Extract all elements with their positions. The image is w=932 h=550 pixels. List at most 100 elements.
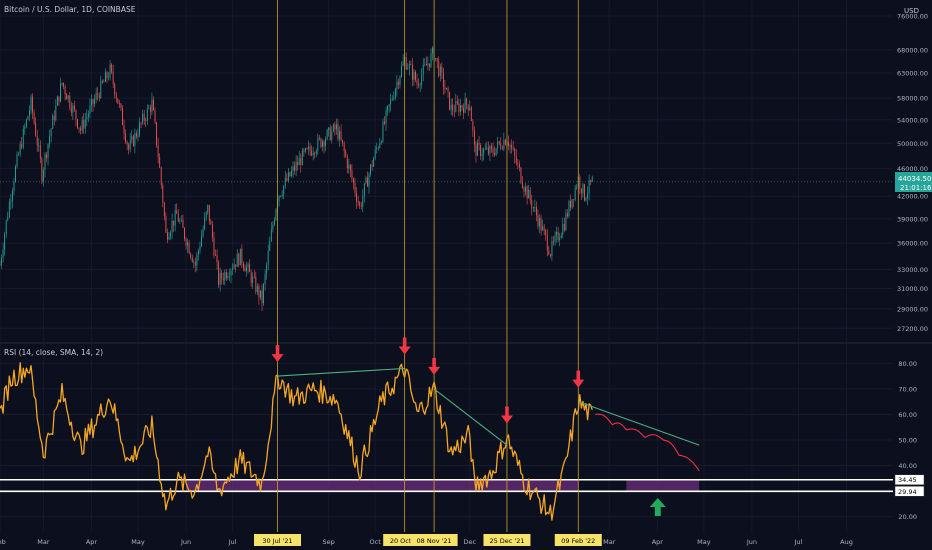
candle-body [235,264,237,267]
candle-body [295,162,297,171]
candle-body [115,94,117,99]
candle-body [137,135,139,137]
candle-body [374,149,376,159]
time-tick-label: May [697,538,711,546]
candle-body [281,194,283,196]
candle-body [514,148,516,156]
candle-body [349,164,351,171]
candle-body [39,145,41,160]
candle-body [543,226,545,231]
price-tick-label: 50000.00 [897,140,928,148]
candle-body [497,141,499,149]
candle-body [4,233,6,250]
candle-body [325,139,327,147]
candle-body [470,107,472,122]
price-tick-label: 63000.00 [897,70,928,78]
rsi-tick-label: 70.00 [898,385,917,393]
candle-body [104,72,106,82]
candle-body [197,250,199,255]
candle-body [196,254,198,266]
candle-body [67,95,69,100]
candle-body [159,157,161,168]
candle-body [376,147,378,150]
candle-body [377,147,379,149]
time-tick-label: Mar [603,538,616,546]
candle-body [304,148,306,152]
candle-body [373,158,375,167]
candle-body [501,148,503,150]
candle-body [87,114,89,117]
candle-body [58,96,60,102]
candle-body [314,153,316,154]
candle-body [571,199,573,208]
candle-body [332,124,334,131]
candle-body [278,196,280,202]
candle-body [557,231,559,240]
candle-body [532,207,534,209]
candle-body [342,139,344,144]
candle-body [348,164,350,169]
candle-body [546,235,548,251]
rsi-trendline [578,401,700,446]
candle-body [340,131,342,140]
candle-body [221,272,223,279]
candle-body [125,133,127,143]
candle-body [452,104,454,111]
candle-body [560,234,562,239]
candle-body [354,183,356,193]
candle-body [591,177,593,182]
candle-body [322,141,323,147]
time-tick-label: Apr [652,538,664,546]
candle-body [2,249,4,258]
candle-body [260,290,261,298]
candle-body [298,158,300,166]
candle-body [559,238,561,240]
candle-body [535,206,537,216]
sell-arrow-icon [398,337,411,355]
candle-body [42,170,44,182]
price-tick-label: 54000.00 [897,116,928,124]
candle-body [359,202,361,206]
rsi-target-box [626,479,700,492]
candle-body [50,128,52,137]
candle-body [239,248,241,266]
candle-body [447,88,449,92]
candle-body [356,192,358,202]
candle-body [24,126,26,129]
candle-body [515,155,517,164]
candle-body [556,231,558,236]
candle-body [142,114,144,123]
candle-body [177,213,179,222]
candle-body [270,229,272,242]
rsi-support-band [186,479,579,492]
candle-body [461,105,463,108]
candle-body [247,264,249,268]
candle-body [7,216,9,221]
candle-body [483,149,485,155]
price-tick-label: 27200.00 [897,325,928,333]
price-tick-label: 46000.00 [897,165,928,173]
rsi-tick-label: 80.00 [898,360,917,368]
candle-body [213,237,215,256]
candle-body [540,218,542,231]
candle-body [436,58,438,62]
candle-body [91,99,92,106]
candle-body [442,72,444,88]
axes: 27200.00 29000.00 31000.00 33000.00 36000.00… [0,13,928,547]
symbol-title: Bitcoin / U.S. Dollar, 1D, COINBASE [4,5,136,14]
candle-body [405,56,407,70]
candle-body [202,228,204,237]
candle-body [351,170,353,179]
candle-body [5,220,7,234]
candle-body [331,130,333,141]
candle-body [10,201,12,203]
candle-body [306,148,308,149]
candle-body [33,112,35,123]
rsi-tick-label: 60.00 [898,411,917,419]
candle-body [504,139,506,145]
candle-body [266,264,268,274]
candle-body [585,198,587,201]
candle-body [21,143,23,148]
time-marker-label: 30 Jul '21 [262,537,292,545]
candle-body [69,95,71,108]
